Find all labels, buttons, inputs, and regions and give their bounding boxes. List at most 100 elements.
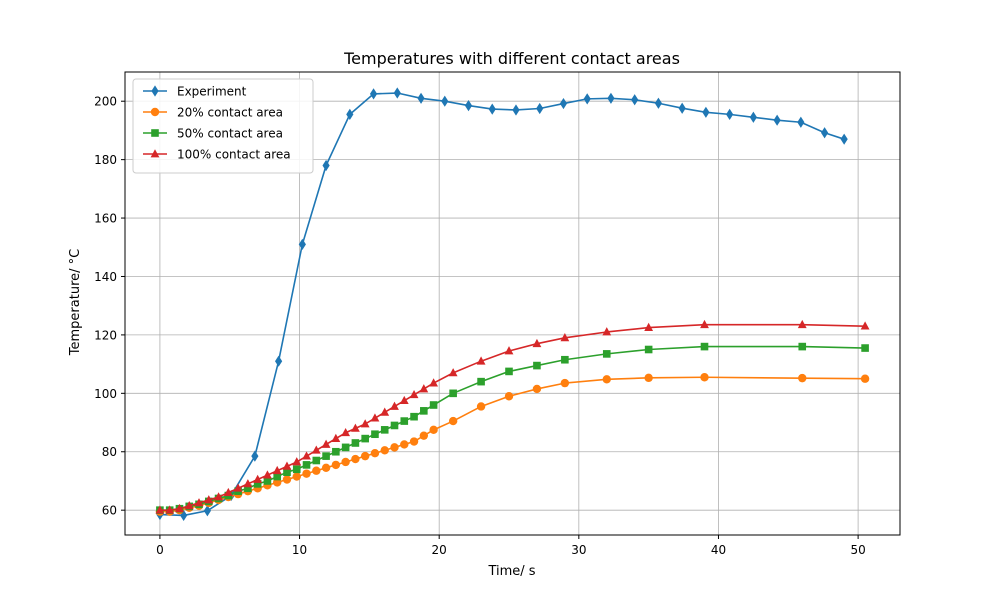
data-point <box>351 454 360 464</box>
data-point <box>702 106 710 118</box>
legend: Experiment 20% contact area 50% contact ar… <box>132 78 314 174</box>
data-point <box>560 378 570 388</box>
y-tick-label: 120 <box>94 328 117 342</box>
data-point <box>536 102 544 115</box>
data-point <box>533 361 541 370</box>
data-point <box>360 419 370 428</box>
data-point <box>272 465 282 475</box>
data-point <box>203 505 211 517</box>
data-point <box>292 465 301 474</box>
data-point <box>399 395 409 405</box>
data-point <box>678 102 686 114</box>
data-point <box>204 495 214 504</box>
x-axis-label: Time/ s <box>487 564 535 579</box>
series-line <box>159 92 845 517</box>
x-tick-label: 0 <box>156 543 164 557</box>
data-point <box>283 468 291 476</box>
data-point <box>298 238 306 250</box>
data-point <box>393 87 401 99</box>
data-point <box>560 333 570 342</box>
data-point <box>282 475 292 484</box>
series-layer <box>155 87 870 522</box>
data-point <box>654 97 663 109</box>
data-point <box>341 443 350 452</box>
y-tick-label: 80 <box>102 445 117 459</box>
data-point <box>644 345 653 354</box>
legend-label: 50% contact area <box>177 127 283 141</box>
data-point <box>332 447 340 456</box>
y-axis-label: Temperature/ °C <box>68 249 83 356</box>
data-point <box>409 389 419 399</box>
data-point <box>417 92 425 104</box>
y-tick-label: 200 <box>94 95 117 109</box>
data-point <box>602 327 612 336</box>
y-tick-label: 160 <box>94 212 117 226</box>
data-point <box>726 108 734 120</box>
legend-label: Experiment <box>177 85 247 99</box>
data-point <box>429 425 438 435</box>
data-point <box>253 480 262 488</box>
data-point <box>400 417 409 425</box>
y-tick-label: 60 <box>102 504 117 518</box>
data-point <box>223 487 233 497</box>
data-point <box>331 433 341 443</box>
data-point <box>341 457 350 467</box>
data-point <box>476 402 486 411</box>
data-point <box>429 378 439 387</box>
series-3 <box>155 319 870 514</box>
data-point <box>860 374 870 383</box>
x-tick-label: 30 <box>571 543 586 557</box>
data-point <box>380 407 390 416</box>
data-point <box>798 342 807 351</box>
chart-title: Temperatures with different contact area… <box>343 49 680 68</box>
y-tick-label: 140 <box>94 270 117 284</box>
data-point <box>797 116 805 128</box>
data-point <box>292 472 301 481</box>
data-point <box>419 384 429 393</box>
legend-marker <box>151 129 159 137</box>
legend-entry: 20% contact area <box>143 106 283 120</box>
data-point <box>861 344 869 352</box>
y-tick-label: 100 <box>94 387 117 401</box>
data-point <box>400 440 409 449</box>
data-point <box>312 466 321 475</box>
data-point <box>302 469 311 478</box>
data-point <box>380 446 389 455</box>
data-point <box>370 449 380 458</box>
data-point <box>292 457 302 466</box>
data-point <box>410 412 418 421</box>
legend-marker <box>150 107 160 117</box>
x-tick-label: 20 <box>432 543 447 557</box>
data-point <box>371 430 379 439</box>
data-point <box>448 416 458 426</box>
data-point <box>263 477 272 485</box>
data-point <box>820 127 829 139</box>
data-point <box>700 319 709 329</box>
data-point <box>700 373 709 382</box>
data-point <box>390 421 399 430</box>
data-point <box>184 500 194 510</box>
data-point <box>194 498 204 507</box>
data-point <box>214 492 223 501</box>
plot-frame <box>124 71 901 536</box>
data-point <box>346 108 354 120</box>
data-point <box>797 319 807 329</box>
data-point <box>302 461 311 469</box>
data-point <box>448 368 458 377</box>
series-2 <box>156 342 869 514</box>
series-1 <box>155 373 870 516</box>
data-point <box>700 342 709 351</box>
data-point <box>860 321 870 330</box>
data-point <box>175 503 184 513</box>
data-point <box>390 443 399 452</box>
data-point <box>409 437 419 446</box>
data-point <box>351 439 360 447</box>
data-point <box>559 97 568 110</box>
data-point <box>532 338 542 348</box>
data-point <box>243 479 253 488</box>
legend-label: 20% contact area <box>177 106 283 120</box>
x-tick-label: 50 <box>850 543 865 557</box>
data-point <box>312 456 321 465</box>
data-point <box>251 450 259 462</box>
legend-box <box>132 78 314 174</box>
